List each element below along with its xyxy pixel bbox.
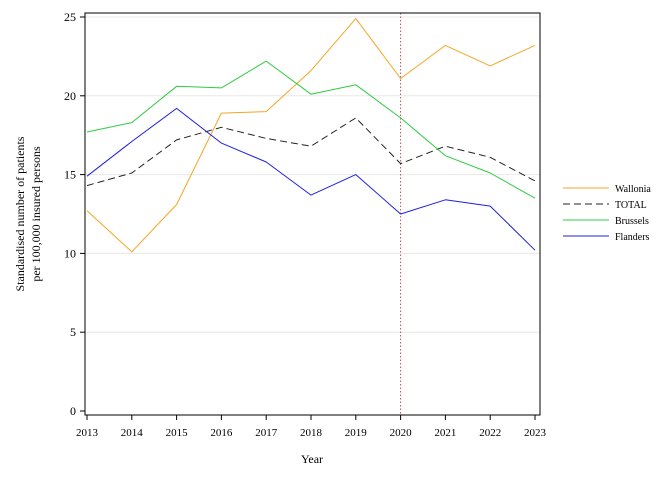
x-tick-label-2017: 2017 xyxy=(255,427,278,439)
series-line-total xyxy=(86,117,536,187)
axes: 0 5 10 15 20 25 2013 2014 2015 2016 2017 2018 2019 20… xyxy=(64,10,547,439)
gridlines xyxy=(85,16,540,333)
x-tick-label-2018: 2018 xyxy=(300,427,323,439)
y-tick-label-15: 15 xyxy=(64,168,76,182)
series-line-flanders xyxy=(86,107,536,251)
x-tick-label-2016: 2016 xyxy=(210,427,233,439)
y-tick-label-25: 25 xyxy=(64,10,76,24)
x-tick-label-2015: 2015 xyxy=(166,427,189,439)
series-line-wallonia xyxy=(86,18,536,253)
x-tick-label-2014: 2014 xyxy=(121,427,144,439)
y-tick-label-10: 10 xyxy=(64,246,76,260)
y-tick-label-20: 20 xyxy=(64,89,76,103)
legend-label-flanders: Flanders xyxy=(615,232,650,243)
series-lines xyxy=(86,18,536,253)
y-axis-label-line-2: per 100,000 insured persons xyxy=(29,146,43,282)
series-line-brussels xyxy=(86,60,536,199)
x-tick-label-2013: 2013 xyxy=(76,427,99,439)
x-axis-label: Year xyxy=(301,452,323,466)
legend-label-wallonia: Wallonia xyxy=(615,184,651,195)
y-tick-label-0: 0 xyxy=(70,404,76,418)
x-tick-label-2023: 2023 xyxy=(524,427,547,439)
x-tick-label-2021: 2021 xyxy=(434,427,456,439)
legend: Wallonia TOTAL Brussels Flanders xyxy=(563,184,651,243)
legend-label-brussels: Brussels xyxy=(615,216,649,227)
y-axis-label-line-1: Standardised number of patients xyxy=(13,136,27,291)
x-tick-label-2020: 2020 xyxy=(390,427,413,439)
legend-label-total: TOTAL xyxy=(615,200,647,211)
x-tick-label-2019: 2019 xyxy=(345,427,368,439)
x-tick-label-2022: 2022 xyxy=(479,427,501,439)
y-tick-label-5: 5 xyxy=(70,325,76,339)
plot-frame xyxy=(84,12,541,416)
